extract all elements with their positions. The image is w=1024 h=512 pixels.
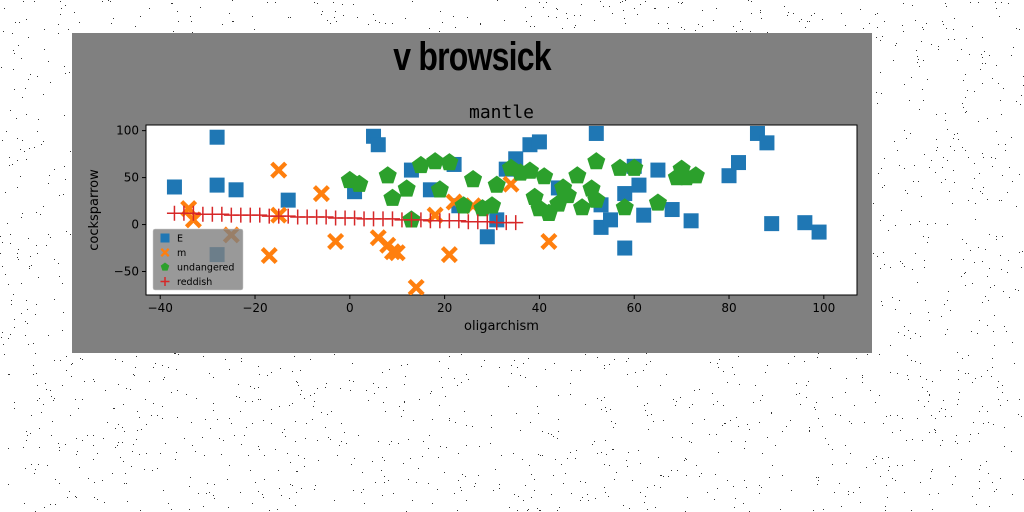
point-E	[797, 215, 813, 231]
legend-label: E	[177, 234, 183, 245]
point-undangered	[520, 161, 539, 179]
point-undangered	[615, 198, 634, 216]
legend-label: m	[177, 248, 186, 259]
point-reddish	[214, 206, 230, 222]
point-m	[440, 246, 458, 264]
point-undangered	[568, 166, 587, 184]
point-reddish	[318, 209, 334, 225]
legend-marker-undangered	[160, 262, 170, 271]
point-reddish	[451, 213, 467, 229]
point-undangered	[378, 166, 397, 184]
point-undangered	[625, 158, 644, 176]
point-undangered	[454, 196, 473, 214]
point-E	[228, 182, 244, 198]
point-E	[166, 179, 182, 195]
point-E	[764, 216, 780, 232]
point-undangered	[558, 185, 577, 204]
point-undangered	[573, 198, 592, 216]
point-undangered	[487, 175, 506, 193]
point-m	[327, 232, 345, 250]
point-undangered	[464, 170, 483, 188]
chart-title: mantle	[469, 102, 534, 123]
point-E	[631, 177, 647, 193]
y-tick-label: 0	[131, 218, 139, 232]
point-reddish	[384, 211, 400, 227]
point-E	[209, 177, 225, 193]
point-undangered	[350, 174, 369, 192]
point-E	[617, 240, 633, 256]
x-tick-label: −20	[242, 301, 267, 315]
x-tick-label: 20	[437, 301, 452, 315]
point-reddish	[479, 214, 495, 230]
point-undangered	[535, 167, 554, 185]
point-undangered	[483, 196, 502, 214]
data-points	[166, 125, 827, 295]
legend-marker-m	[160, 248, 170, 257]
point-undangered	[426, 152, 445, 170]
figure-panel: v browsick mantle −40 −20 0 20 40 60 80 100 −50 0 5…	[72, 33, 872, 353]
legend-label: reddish	[177, 277, 212, 288]
point-m	[270, 161, 288, 179]
x-tick-label: −40	[148, 301, 173, 315]
legend-box	[152, 228, 244, 291]
point-E	[209, 129, 225, 145]
point-E	[370, 137, 386, 153]
y-tick-label: −50	[114, 265, 139, 279]
point-undangered	[383, 188, 402, 206]
point-E	[683, 213, 699, 229]
y-axis-label: cocksparrow	[87, 169, 102, 251]
point-m	[540, 232, 558, 250]
point-m	[312, 185, 330, 203]
point-reddish	[347, 210, 363, 226]
point-E	[588, 125, 604, 141]
legend-label: undangered	[177, 263, 234, 274]
plot-layer: mantle −40 −20 0 20 40 60 80 100 −50 0 50 100 oligarc…	[87, 102, 858, 334]
legend-marker-reddish	[160, 277, 170, 286]
x-tick-label: 0	[346, 301, 354, 315]
legend-marker-E	[160, 233, 170, 243]
point-reddish	[280, 208, 296, 224]
point-E	[636, 207, 652, 223]
point-E	[479, 229, 495, 245]
point-undangered	[587, 152, 606, 170]
legend: Em undangered reddish	[152, 228, 244, 291]
x-tick-label: 100	[812, 301, 835, 315]
point-reddish	[508, 215, 524, 231]
point-undangered	[686, 166, 705, 184]
point-undangered	[397, 179, 416, 197]
point-E	[280, 192, 296, 208]
point-undangered	[611, 158, 629, 176]
point-reddish	[413, 212, 429, 228]
point-E	[664, 202, 680, 218]
point-E	[721, 168, 737, 184]
point-m	[388, 244, 406, 262]
point-undangered	[440, 153, 459, 171]
x-tick-label: 60	[627, 301, 642, 315]
y-tick-label: 50	[124, 171, 139, 185]
figure-suptitle: v browsick	[393, 35, 551, 79]
x-tick-label: 40	[532, 301, 547, 315]
point-E	[811, 224, 827, 240]
point-reddish	[252, 207, 268, 223]
x-axis-label: oligarchism	[464, 319, 539, 334]
point-undangered	[648, 193, 667, 211]
point-E	[617, 186, 633, 202]
point-undangered	[411, 155, 430, 174]
point-E	[603, 212, 619, 228]
point-m	[260, 247, 278, 265]
y-tick-label: 100	[116, 124, 139, 138]
plot-area	[145, 124, 858, 296]
point-undangered	[430, 180, 449, 198]
point-E	[650, 162, 666, 178]
scatter-chart: mantle −40 −20 0 20 40 60 80 100 −50 0 50 100 oligarc…	[87, 102, 858, 334]
point-reddish	[185, 205, 201, 221]
x-tick-label: 80	[721, 301, 736, 315]
point-E	[731, 155, 746, 171]
point-E	[531, 134, 547, 150]
point-m	[407, 278, 425, 295]
point-undangered	[587, 190, 606, 208]
point-E	[759, 135, 775, 151]
